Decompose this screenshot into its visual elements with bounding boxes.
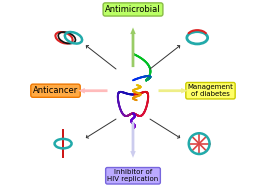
Text: Management
of diabetes: Management of diabetes bbox=[188, 84, 234, 97]
Text: Inhibitor of
HIV replication: Inhibitor of HIV replication bbox=[107, 169, 159, 182]
Text: Anticancer: Anticancer bbox=[33, 86, 78, 95]
Text: Antimicrobial: Antimicrobial bbox=[105, 5, 161, 14]
